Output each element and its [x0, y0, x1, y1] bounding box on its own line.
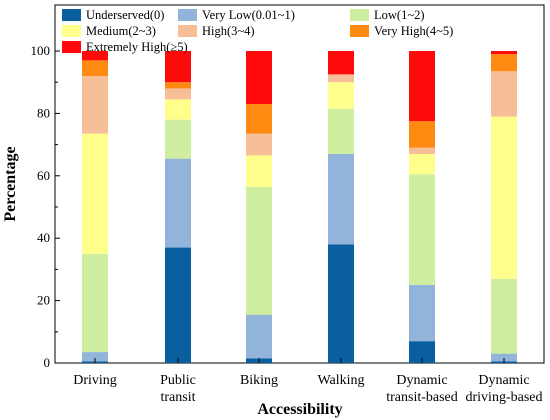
- bar-segment-6-cat-5: [409, 121, 435, 148]
- bar-segment-5-cat-5: [409, 147, 435, 154]
- bar-segment-3-cat-5: [409, 174, 435, 285]
- legend-label: Extremely High(≥5): [86, 40, 188, 54]
- bar-segment-5-cat-6: [491, 71, 517, 117]
- legend-swatch: [178, 9, 197, 21]
- x-tick-label: Public transit: [160, 373, 196, 405]
- legend-swatch: [350, 9, 369, 21]
- legend-swatch: [62, 25, 81, 37]
- legend-swatch: [62, 41, 81, 53]
- bar-segment-1-cat-5: [409, 341, 435, 363]
- bar-segment-1-cat-4: [328, 244, 354, 363]
- bar-segment-3-cat-3: [246, 186, 272, 315]
- legend-label: Very High(4~5): [374, 24, 453, 38]
- legend-label: Underserved(0): [86, 8, 164, 22]
- bar-segment-7-cat-6: [491, 51, 517, 55]
- legend-swatch: [178, 25, 197, 37]
- plot-area: [54, 4, 545, 364]
- bar-segment-2-cat-4: [328, 153, 354, 245]
- bar-segment-2-cat-6: [491, 353, 517, 362]
- bar-segment-2-cat-3: [246, 314, 272, 359]
- y-axis: 0 20 40 60 80 100: [31, 43, 60, 370]
- bar-segment-6-cat-1: [82, 60, 108, 76]
- legend-label: Very Low(0.01~1): [202, 8, 295, 22]
- bar-segment-5-cat-2: [165, 88, 191, 100]
- y-tick-label: 80: [37, 105, 50, 120]
- y-tick-label: 100: [31, 43, 51, 58]
- legend-swatch: [62, 9, 81, 21]
- bar-segment-5-cat-3: [246, 133, 272, 156]
- legend: Underserved(0) Very Low(0.01~1) Low(1~2) Me…: [62, 8, 453, 54]
- bar-segment-6-cat-2: [165, 82, 191, 89]
- y-tick-label: 20: [37, 293, 50, 308]
- bar-segment-6-cat-6: [491, 54, 517, 72]
- bar-segment-2-cat-2: [165, 158, 191, 248]
- x-tick-label: Driving: [73, 373, 117, 388]
- y-axis-title: Percentage: [2, 146, 19, 221]
- bar-segment-6-cat-3: [246, 104, 272, 134]
- y-tick-label: 60: [37, 168, 50, 183]
- legend-swatch: [350, 25, 369, 37]
- bar-segment-4-cat-5: [409, 153, 435, 175]
- bar-segment-7-cat-2: [165, 51, 191, 83]
- x-tick-label: Dynamic transit-based: [386, 373, 458, 405]
- bar-segment-2-cat-1: [82, 352, 108, 362]
- bar-segment-3-cat-4: [328, 108, 354, 154]
- x-axis: Driving Public transit Biking Walking Dynamic…: [73, 358, 542, 405]
- x-axis-title: Accessibility: [257, 401, 342, 418]
- bar-segment-3-cat-2: [165, 119, 191, 159]
- bar-segment-1-cat-2: [165, 247, 191, 363]
- y-tick-label: 0: [44, 355, 51, 370]
- bar-segment-4-cat-1: [82, 133, 108, 254]
- bar-segment-4-cat-3: [246, 155, 272, 187]
- x-tick-label: Walking: [317, 373, 364, 388]
- x-tick-label: Dynamic driving-based: [466, 373, 543, 405]
- x-tick-label: Biking: [240, 373, 278, 388]
- bar-segment-4-cat-4: [328, 82, 354, 109]
- y-tick-label: 40: [37, 230, 50, 245]
- bar-segment-3-cat-1: [82, 253, 108, 353]
- bar-segment-7-cat-3: [246, 51, 272, 105]
- bars: [82, 51, 517, 363]
- bar-segment-7-cat-4: [328, 51, 354, 75]
- bar-segment-5-cat-4: [328, 74, 354, 83]
- bar-segment-5-cat-1: [82, 75, 108, 134]
- bar-segment-7-cat-1: [82, 51, 108, 61]
- bar-segment-3-cat-6: [491, 278, 517, 354]
- legend-label: Low(1~2): [374, 8, 425, 22]
- bar-segment-2-cat-5: [409, 285, 435, 342]
- bar-segment-4-cat-2: [165, 99, 191, 120]
- legend-label: Medium(2~3): [86, 24, 156, 38]
- bar-segment-7-cat-5: [409, 51, 435, 122]
- bar-segment-4-cat-6: [491, 116, 517, 279]
- legend-label: High(3~4): [202, 24, 255, 38]
